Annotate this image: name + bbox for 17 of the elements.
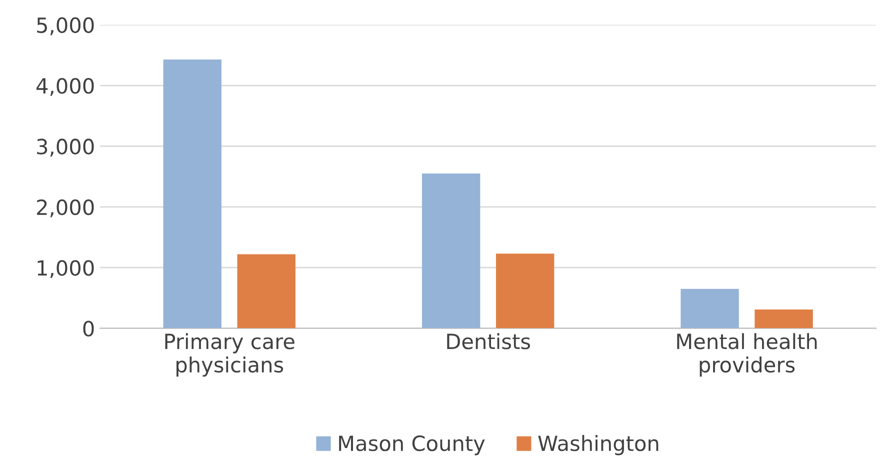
bar [680, 288, 739, 328]
bar [754, 309, 813, 328]
y-tick-label: 5,000 [37, 17, 94, 36]
y-tick-label: 1,000 [38, 260, 94, 278]
legend-label: Washington [538, 435, 658, 456]
x-tick-label: Dentists [447, 333, 530, 350]
x-tick-label: Mental health providers [677, 333, 817, 377]
legend-label: Mason County [339, 435, 485, 456]
bar [237, 254, 296, 328]
y-tick-label: 3,000 [37, 138, 94, 157]
y-tick-label: 0 [83, 320, 94, 337]
y-tick-label: 4,000 [36, 78, 94, 96]
bar [422, 174, 480, 328]
bar [496, 254, 554, 328]
y-tick-label: 2,000 [37, 199, 94, 218]
bar [163, 59, 222, 328]
x-tick-label: Primary care physicians [165, 333, 294, 377]
